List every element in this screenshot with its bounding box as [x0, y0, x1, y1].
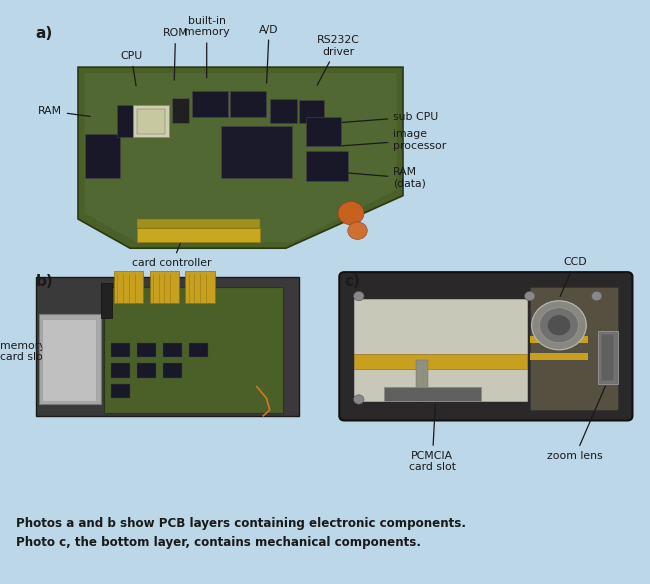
Circle shape	[532, 301, 586, 350]
Bar	[84, 134, 120, 178]
Text: RS232C
driver: RS232C driver	[317, 35, 359, 85]
Polygon shape	[78, 67, 403, 248]
Text: CCD: CCD	[560, 257, 587, 297]
Bar	[185, 271, 214, 303]
Bar	[133, 105, 169, 137]
Text: CPU: CPU	[120, 51, 142, 86]
Text: PCMCIA
card slot: PCMCIA card slot	[409, 404, 456, 472]
Circle shape	[354, 291, 364, 301]
Bar	[150, 271, 179, 303]
Circle shape	[348, 222, 367, 239]
Bar	[101, 283, 112, 318]
Text: b): b)	[36, 274, 53, 290]
Bar	[299, 100, 324, 123]
Bar	[601, 334, 614, 381]
Circle shape	[540, 308, 578, 343]
Bar	[306, 151, 348, 181]
Bar	[230, 91, 266, 117]
Bar	[111, 384, 130, 398]
Bar	[221, 126, 292, 178]
Bar	[111, 343, 130, 357]
Bar	[36, 277, 299, 416]
Bar	[136, 343, 156, 357]
Bar	[192, 91, 228, 117]
Bar	[354, 354, 526, 369]
Text: ROM: ROM	[162, 28, 188, 80]
Text: zoom lens: zoom lens	[547, 386, 605, 461]
Text: c): c)	[344, 274, 360, 290]
Text: RAM: RAM	[38, 106, 90, 116]
Text: a): a)	[36, 26, 53, 41]
Bar	[188, 343, 208, 357]
Bar	[136, 228, 260, 242]
Bar	[111, 363, 130, 378]
Bar	[39, 314, 101, 404]
Bar	[354, 299, 526, 401]
Bar	[136, 219, 260, 228]
Polygon shape	[84, 73, 396, 242]
Bar	[416, 360, 428, 401]
Bar	[530, 353, 588, 360]
Text: RAM
(data): RAM (data)	[342, 168, 426, 189]
Text: sub CPU: sub CPU	[342, 112, 439, 123]
Bar	[136, 363, 156, 378]
Bar	[162, 343, 182, 357]
Circle shape	[547, 315, 571, 336]
Bar	[42, 319, 96, 401]
Bar	[162, 363, 182, 378]
Text: Photos a and b show PCB layers containing electronic components.
Photo c, the bo: Photos a and b show PCB layers containin…	[16, 517, 466, 549]
Bar	[530, 336, 588, 343]
Bar	[117, 105, 153, 137]
Text: A/D: A/D	[259, 25, 279, 83]
Bar	[104, 287, 283, 413]
Text: memory
card slot: memory card slot	[0, 341, 92, 363]
Circle shape	[338, 201, 364, 225]
Bar	[114, 271, 143, 303]
Bar	[270, 99, 297, 123]
Bar	[384, 387, 481, 401]
Text: card controller: card controller	[133, 242, 212, 268]
Circle shape	[592, 291, 602, 301]
Bar	[172, 98, 188, 123]
FancyBboxPatch shape	[339, 272, 632, 420]
Bar	[136, 109, 165, 134]
Bar	[306, 117, 341, 146]
Bar	[598, 331, 618, 384]
Bar	[530, 287, 618, 410]
Text: built-in
memory: built-in memory	[184, 16, 229, 78]
Text: image
processor: image processor	[342, 130, 447, 151]
Circle shape	[354, 395, 364, 404]
Circle shape	[525, 291, 535, 301]
